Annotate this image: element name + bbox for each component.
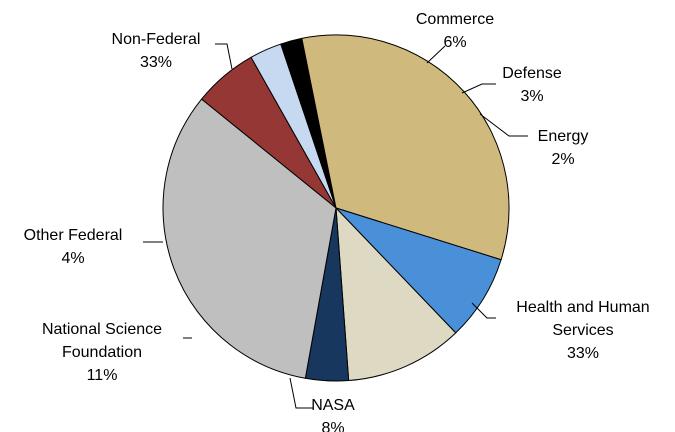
slice-label-national-science-foundation: National Science Foundation 11% (42, 321, 162, 384)
leader-line-nasa (289, 377, 313, 409)
leader-lines (143, 43, 528, 409)
pie-slice-non-federal (162, 98, 337, 379)
slice-name-label: Other Federal (24, 227, 123, 244)
leader-line-non-federal (215, 43, 233, 70)
slice-name-label: Health and Human (516, 299, 649, 316)
slice-value-label: 8% (321, 420, 344, 432)
slice-label-commerce: Commerce 6% (416, 11, 494, 51)
slice-value-label: 11% (87, 367, 118, 384)
leader-line-defense (461, 83, 496, 94)
leader-line-health-and-human-services (471, 302, 496, 319)
slice-label-nasa: NASA 8% (311, 397, 355, 432)
slice-value-label: 2% (551, 151, 574, 168)
slice-label-defense: Defense 3% (502, 65, 562, 105)
leader-line-energy (479, 113, 528, 137)
slice-value-label: 33% (567, 345, 599, 362)
slice-label-non-federal: Non-Federal 33% (112, 31, 201, 71)
slice-label-health-and-human-services: Health and Human Services 33% (516, 299, 649, 362)
slice-name-label: Foundation (62, 344, 142, 361)
slice-name-label: Defense (502, 65, 562, 82)
slice-labels: Commerce 6% Defense 3% Energy 2% Health and Hu… (24, 11, 650, 432)
slice-label-energy: Energy 2% (538, 128, 589, 168)
pie-slices (162, 34, 510, 382)
pie-slice-national-science-foundation (335, 207, 457, 382)
slice-name-label: NASA (311, 397, 355, 414)
slice-value-label: 33% (140, 54, 172, 71)
slice-value-label: 6% (443, 34, 466, 51)
slice-name-label: Commerce (416, 11, 494, 28)
slice-label-other-federal: Other Federal 4% (24, 227, 123, 267)
slice-name-label: Services (552, 322, 613, 339)
slice-value-label: 4% (61, 250, 84, 267)
slice-name-label: Energy (538, 128, 589, 145)
leader-line-commerce (426, 45, 446, 64)
slice-value-label: 3% (520, 88, 543, 105)
slice-name-label: National Science (42, 321, 162, 338)
slice-name-label: Non-Federal (112, 31, 201, 48)
